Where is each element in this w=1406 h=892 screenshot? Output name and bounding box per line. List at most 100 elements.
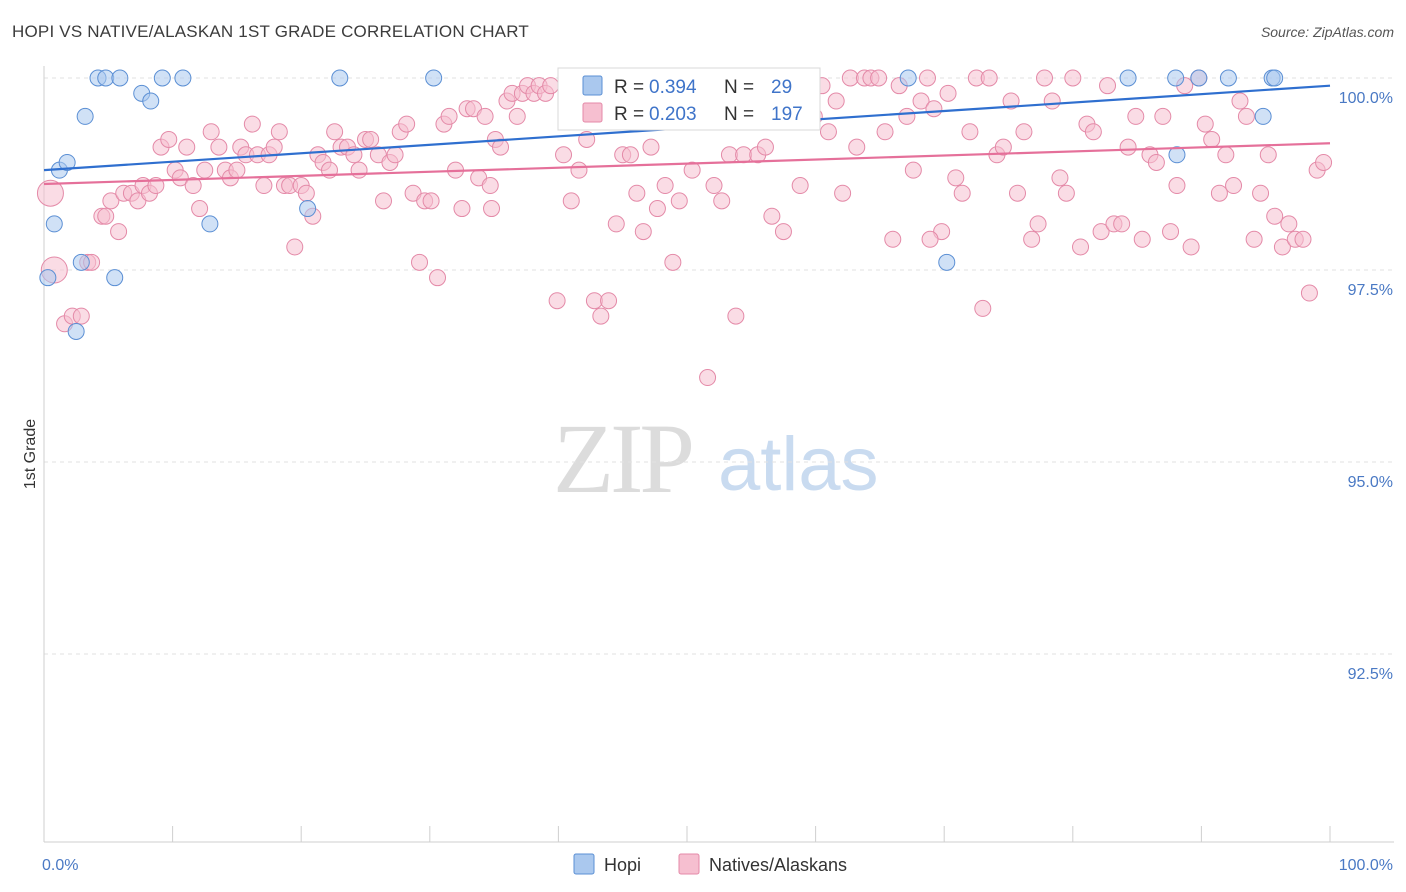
native-point [819,123,837,141]
native-point [160,130,178,148]
native-point [570,161,588,179]
native-point [508,107,526,125]
y-axis-title: 1st Grade [22,419,39,489]
native-point [939,84,957,102]
native-point [974,299,992,317]
y-tick-label: 97.5% [1348,282,1393,299]
native-point [350,161,368,179]
bottom-legend-native-label: Natives/Alaskans [709,855,847,875]
native-point [1315,153,1333,171]
bottom-legend-hopi-swatch [573,853,595,875]
legend-native-swatch [582,102,603,123]
native-point [1119,138,1137,156]
native-point [481,177,499,195]
native-point [1084,123,1102,141]
native-point [791,177,809,195]
native-point [898,107,916,125]
native-point [362,130,380,148]
native-point [184,177,202,195]
native-point [1182,238,1200,256]
native-point [953,184,971,202]
native-point [476,107,494,125]
native-point [670,192,688,210]
native-point [1147,153,1165,171]
native-point [1072,238,1090,256]
legend-hopi-swatch [582,75,603,96]
native-point [980,69,998,87]
tick-labels: 100.0% 97.5% 95.0% 92.5% 0.0% 100.0% [42,90,1393,874]
native-point [1237,107,1255,125]
native-point [1210,184,1228,202]
native-point [1273,238,1291,256]
native-point [921,230,939,248]
native-point [429,269,447,287]
hopi-point [899,69,917,87]
native-point [918,69,936,87]
native-point [848,138,866,156]
native-point [1245,230,1263,248]
hopi-point [45,215,63,233]
native-point [727,307,745,325]
native-point [178,138,196,156]
native-point [912,92,930,110]
native-point [1009,184,1027,202]
native-point [398,115,416,133]
native-point [1015,123,1033,141]
y-tick-label: 100.0% [1339,90,1393,107]
native-point [1266,207,1284,225]
native-point [961,123,979,141]
native-point [1064,69,1082,87]
hopi-point [1168,146,1186,164]
native-point [1294,230,1312,248]
native-point [705,177,723,195]
native-point [1099,77,1117,95]
legend-native-r-label: R = [614,104,644,125]
native-point [876,123,894,141]
native-point [904,161,922,179]
native-point [1168,177,1186,195]
native-point [202,123,220,141]
native-point [683,161,701,179]
native-point [1036,69,1054,87]
native-point [1259,146,1277,164]
correlation-legend: R = 0.394 N = 29 R = 0.203 N = 197 [557,67,821,131]
native-point [841,69,859,87]
y-tick-label: 92.5% [1348,666,1393,683]
native-point [1231,92,1249,110]
native-point [1023,230,1041,248]
native-point [542,77,560,95]
native-point [411,253,429,271]
legend-hopi-n-value: 29 [771,77,792,98]
x-tick-label: 0.0% [42,857,78,874]
native-point [756,138,774,156]
native-point [422,192,440,210]
native-point [925,100,943,118]
hopi-point [142,92,160,110]
hopi-point [72,253,90,271]
native-point [634,223,652,241]
hopi-point [299,200,317,218]
bottom-legend-hopi-label: Hopi [604,855,641,875]
watermark-atlas: atlas [718,422,879,507]
native-point [36,179,64,207]
native-point [870,69,888,87]
native-point [720,146,738,164]
native-point [110,223,128,241]
native-point [1196,115,1214,133]
y-tick-label: 95.0% [1348,474,1393,491]
native-point [648,200,666,218]
native-point [600,292,618,310]
native-point [555,146,573,164]
native-point [270,123,288,141]
native-point [1162,223,1180,241]
native-point [483,200,501,218]
hopi-point [58,153,76,171]
native-point [994,138,1012,156]
legend-hopi-n-label: N = [724,77,754,98]
native-point [326,123,344,141]
hopi-point [1266,69,1284,87]
native-point [286,238,304,256]
x-tick-label: 100.0% [1339,857,1393,874]
native-point [228,161,246,179]
native-point [548,292,566,310]
